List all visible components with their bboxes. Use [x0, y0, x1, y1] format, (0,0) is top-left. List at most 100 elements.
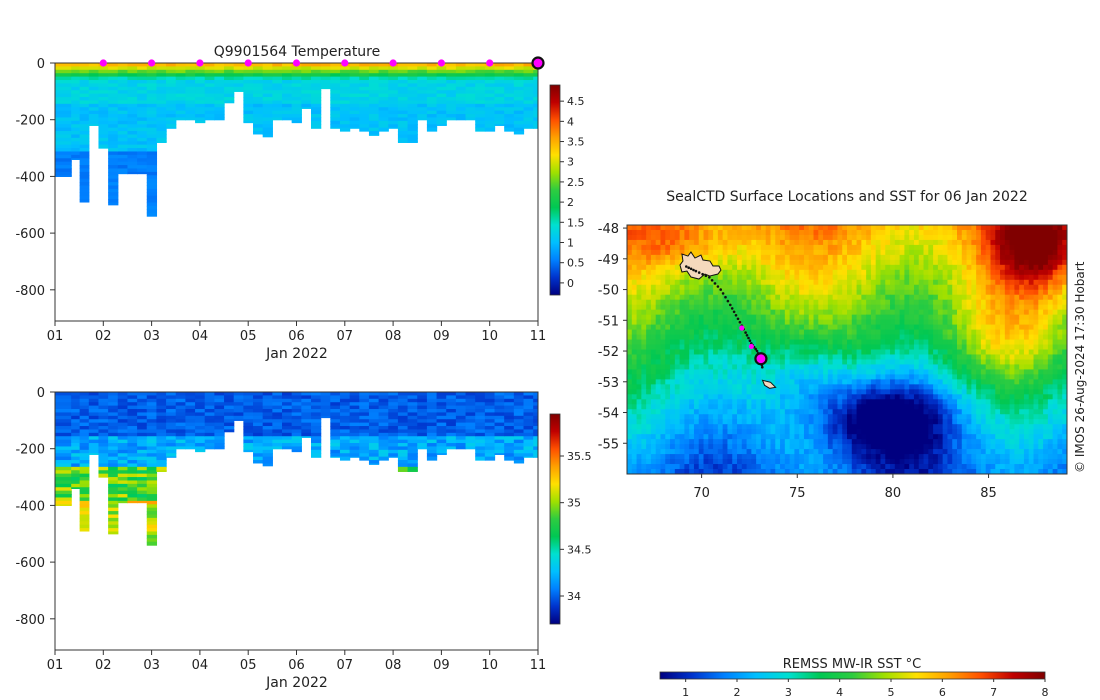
- sst-cell: [870, 239, 877, 246]
- sst-cell: [861, 249, 867, 256]
- sst-cell: [923, 334, 929, 341]
- sst-cell: [775, 354, 781, 360]
- sst-cell: [674, 254, 681, 261]
- section-cell: [504, 456, 515, 461]
- section-cell: [146, 422, 158, 427]
- section-cell: [330, 432, 341, 437]
- sst-cell: [636, 244, 642, 251]
- sst-cell: [784, 299, 791, 306]
- sst-cell: [627, 334, 633, 341]
- sst-cell: [995, 319, 1001, 326]
- section-cell: [137, 131, 148, 136]
- sst-cell: [923, 284, 929, 291]
- sst-cell: [866, 299, 872, 306]
- section-cell: [98, 443, 109, 448]
- sst-cell: [899, 309, 905, 316]
- sst-cell: [990, 249, 996, 256]
- sst-cell: [722, 334, 728, 341]
- sst-cell: [722, 299, 728, 306]
- section-cell: [513, 80, 525, 85]
- section-cell: [388, 124, 399, 129]
- sst-cell: [684, 249, 690, 256]
- section-cell: [146, 470, 158, 475]
- section-cell: [339, 80, 351, 85]
- section-cell: [127, 107, 138, 112]
- sst-cell: [1062, 274, 1068, 281]
- section-cell: [465, 76, 476, 81]
- section-cell: [359, 429, 370, 434]
- section-cell: [320, 415, 331, 419]
- sst-cell: [794, 225, 800, 231]
- sst-cell: [818, 299, 824, 306]
- section-cell: [339, 402, 351, 407]
- section-cell: [79, 83, 90, 88]
- sst-cell: [631, 259, 638, 266]
- sst-cell: [799, 304, 805, 311]
- sst-cell: [870, 309, 877, 316]
- section-cell: [301, 73, 312, 78]
- section-cell: [407, 405, 418, 410]
- sst-cell: [832, 249, 838, 256]
- sst-cell: [780, 279, 786, 286]
- section-cell: [494, 73, 505, 78]
- section-cell: [272, 107, 283, 112]
- section-cell: [426, 456, 438, 461]
- section-cell: [465, 419, 476, 424]
- sst-cell: [976, 225, 982, 231]
- section-cell: [146, 473, 158, 478]
- sst-cell: [679, 284, 685, 291]
- sst-cell: [1043, 294, 1049, 301]
- section-cell: [156, 463, 167, 468]
- sst-cell: [1057, 319, 1063, 326]
- sst-cell: [1000, 334, 1006, 341]
- sst-cell: [1014, 269, 1020, 276]
- sst-cell: [713, 354, 719, 360]
- sst-cell: [995, 269, 1001, 276]
- sst-cell: [770, 264, 776, 271]
- sst-cell: [722, 239, 728, 246]
- section-cell: [127, 415, 138, 420]
- section-cell: [272, 415, 283, 420]
- sst-cell: [818, 249, 824, 256]
- sst-cell: [961, 299, 968, 306]
- sst-cell: [937, 289, 944, 296]
- sst-cell: [674, 289, 681, 296]
- sst-cell: [861, 334, 867, 341]
- section-cell: [146, 439, 158, 444]
- sst-cell: [918, 334, 925, 341]
- section-cell: [378, 110, 389, 115]
- sst-cell: [1038, 254, 1044, 261]
- sst-cell: [847, 284, 853, 291]
- section-cell: [146, 419, 158, 424]
- sst-map-title: SealCTD Surface Locations and SST for 06…: [666, 189, 1027, 205]
- sst-cell: [923, 344, 929, 350]
- section-cell: [108, 97, 119, 102]
- sst-cell: [851, 244, 858, 251]
- sst-cell: [703, 314, 709, 321]
- section-cell: [185, 405, 196, 410]
- section-cell: [504, 405, 515, 410]
- section-cell: [446, 398, 457, 403]
- section-cell: [359, 90, 370, 95]
- sst-cell: [957, 279, 963, 286]
- sst-cell: [933, 304, 939, 311]
- sst-cell: [899, 225, 905, 231]
- sst-cell: [780, 354, 786, 360]
- section-cell: [484, 402, 496, 407]
- sst-cell: [1057, 309, 1063, 316]
- section-cell: [475, 432, 486, 437]
- sst-cell: [875, 279, 881, 286]
- sst-cell: [947, 359, 953, 365]
- section-cell: [504, 398, 515, 403]
- section-cell: [339, 429, 351, 434]
- sst-cell: [732, 314, 738, 321]
- sst-cell: [756, 274, 762, 281]
- sst-cell: [971, 225, 977, 231]
- sst-cell: [1004, 314, 1011, 321]
- sst-cell: [870, 299, 877, 306]
- section-cell: [397, 470, 409, 472]
- section-cell: [55, 446, 72, 451]
- section-cell: [204, 83, 215, 88]
- sst-cell: [899, 299, 905, 306]
- sst-cell: [646, 344, 652, 350]
